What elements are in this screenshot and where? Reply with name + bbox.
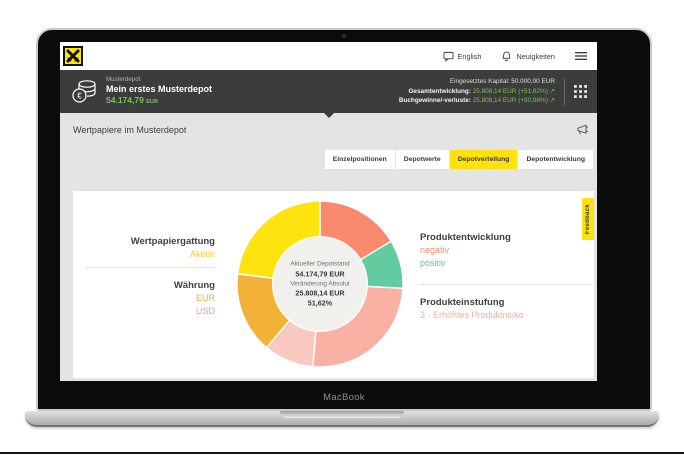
view-tabs: Einzelpositionen Depotwerte Depotverteil… xyxy=(324,150,593,169)
app-screen: English Neuigkeiten xyxy=(60,42,597,381)
legend-waehrung: Währung EUR USD xyxy=(85,279,215,318)
stat-row-bookgains: Buchgewinne/-verluste: 25.808,14 EUR (+9… xyxy=(398,97,555,105)
hamburger-menu-button[interactable] xyxy=(575,51,587,61)
svg-text:€: € xyxy=(77,92,82,101)
legend-produktentwicklung: Produktentwicklung negativ positiv xyxy=(420,231,593,270)
center-label-depotstand: Aktueller Depotstand xyxy=(290,260,350,268)
coins-euro-icon: € xyxy=(70,78,98,104)
chat-bubble-icon xyxy=(442,51,454,62)
page-title: Wertpapiere im Musterdepot xyxy=(73,125,187,135)
page-bottom-border xyxy=(0,452,684,454)
donut-chart[interactable] xyxy=(235,199,405,369)
depot-header: € Musterdepot Mein erstes Musterdepot 54… xyxy=(60,70,597,113)
header-divider xyxy=(564,78,565,105)
bell-icon xyxy=(501,51,512,62)
trend-up-icon: ↗ xyxy=(549,87,555,95)
raiffeisen-logo[interactable] xyxy=(63,46,83,66)
depot-info: Musterdepot Mein erstes Musterdepot 54.1… xyxy=(106,76,213,106)
header-pointer-arrow xyxy=(323,113,334,118)
macbook-lid: English Neuigkeiten xyxy=(36,28,652,411)
news-button[interactable]: Neuigkeiten xyxy=(501,51,555,62)
center-value-veraenderung: 25.808,14 EUR xyxy=(295,288,345,298)
depot-eyebrow: Musterdepot xyxy=(106,76,141,84)
macbook-base-notch xyxy=(280,411,404,418)
depot-selector[interactable]: € Musterdepot Mein erstes Musterdepot 54… xyxy=(60,76,213,106)
macbook-label: MacBook xyxy=(323,392,365,403)
donut-center-circle xyxy=(272,236,368,332)
page-heading-row: Wertpapiere im Musterdepot xyxy=(73,124,589,136)
stat-row-performance: Gesamtentwicklung: 25.808,14 EUR (+51,62… xyxy=(408,87,555,95)
raiffeisen-gable-cross-icon xyxy=(65,48,81,64)
tab-depotverteilung[interactable]: Depotverteilung xyxy=(449,150,518,169)
legend-item-positiv: positiv xyxy=(420,258,446,268)
topbar: English Neuigkeiten xyxy=(60,42,597,70)
topbar-actions: English Neuigkeiten xyxy=(442,51,597,62)
legend-item-usd: USD xyxy=(195,306,215,316)
language-button[interactable]: English xyxy=(442,51,482,62)
donut-chart-svg xyxy=(236,200,404,368)
center-value-percent: 51,62% xyxy=(307,298,333,308)
legend-item-aktien: Aktien xyxy=(189,249,215,259)
legend-wertpapiergattung: Wertpapiergattung Aktien xyxy=(85,235,215,261)
depot-value: 54.174,79 EUR xyxy=(106,95,159,106)
legend-divider-left xyxy=(85,267,215,268)
stat-row-capital: Eingesetztes Kapital: 50.000,00 EUR xyxy=(449,78,555,86)
trend-up-icon: ↗ xyxy=(549,97,555,105)
center-value-depotstand: 54.174,79 EUR xyxy=(295,269,345,278)
legend-item-negativ: negativ xyxy=(420,245,450,255)
news-label: Neuigkeiten xyxy=(516,51,555,61)
camera-dot xyxy=(342,34,346,38)
language-label: English xyxy=(457,51,482,61)
legend-divider-right xyxy=(420,284,593,285)
feedback-tab[interactable]: Feedback xyxy=(582,198,594,240)
depot-distribution-card: Aktueller Depotstand 54.174,79 EUR Verän… xyxy=(73,191,594,378)
depot-title: Mein erstes Musterdepot xyxy=(106,84,213,95)
depot-stats: Eingesetztes Kapital: 50.000,00 EUR Gesa… xyxy=(399,77,555,106)
legend-item-produktrisiko: 3 - Erhöhtes Produktrisiko xyxy=(420,310,524,320)
tab-einzelpositionen[interactable]: Einzelpositionen xyxy=(324,150,395,169)
donut-center-labels: Aktueller Depotstand 54.174,79 EUR Verän… xyxy=(265,260,375,309)
center-label-veraenderung: Veränderung Absolut xyxy=(290,280,350,287)
macbook-base xyxy=(25,411,659,427)
currency-label: EUR xyxy=(146,99,159,106)
legend-item-eur: EUR xyxy=(195,293,215,303)
tab-depotwerte[interactable]: Depotwerte xyxy=(395,150,449,169)
megaphone-icon[interactable] xyxy=(576,124,589,136)
grid-view-button[interactable] xyxy=(574,85,587,98)
legend-produkteinstufung: Produkteinstufung 3 - Erhöhtes Produktri… xyxy=(420,296,593,322)
tab-depotentwicklung[interactable]: Depotentwicklung xyxy=(518,150,593,169)
